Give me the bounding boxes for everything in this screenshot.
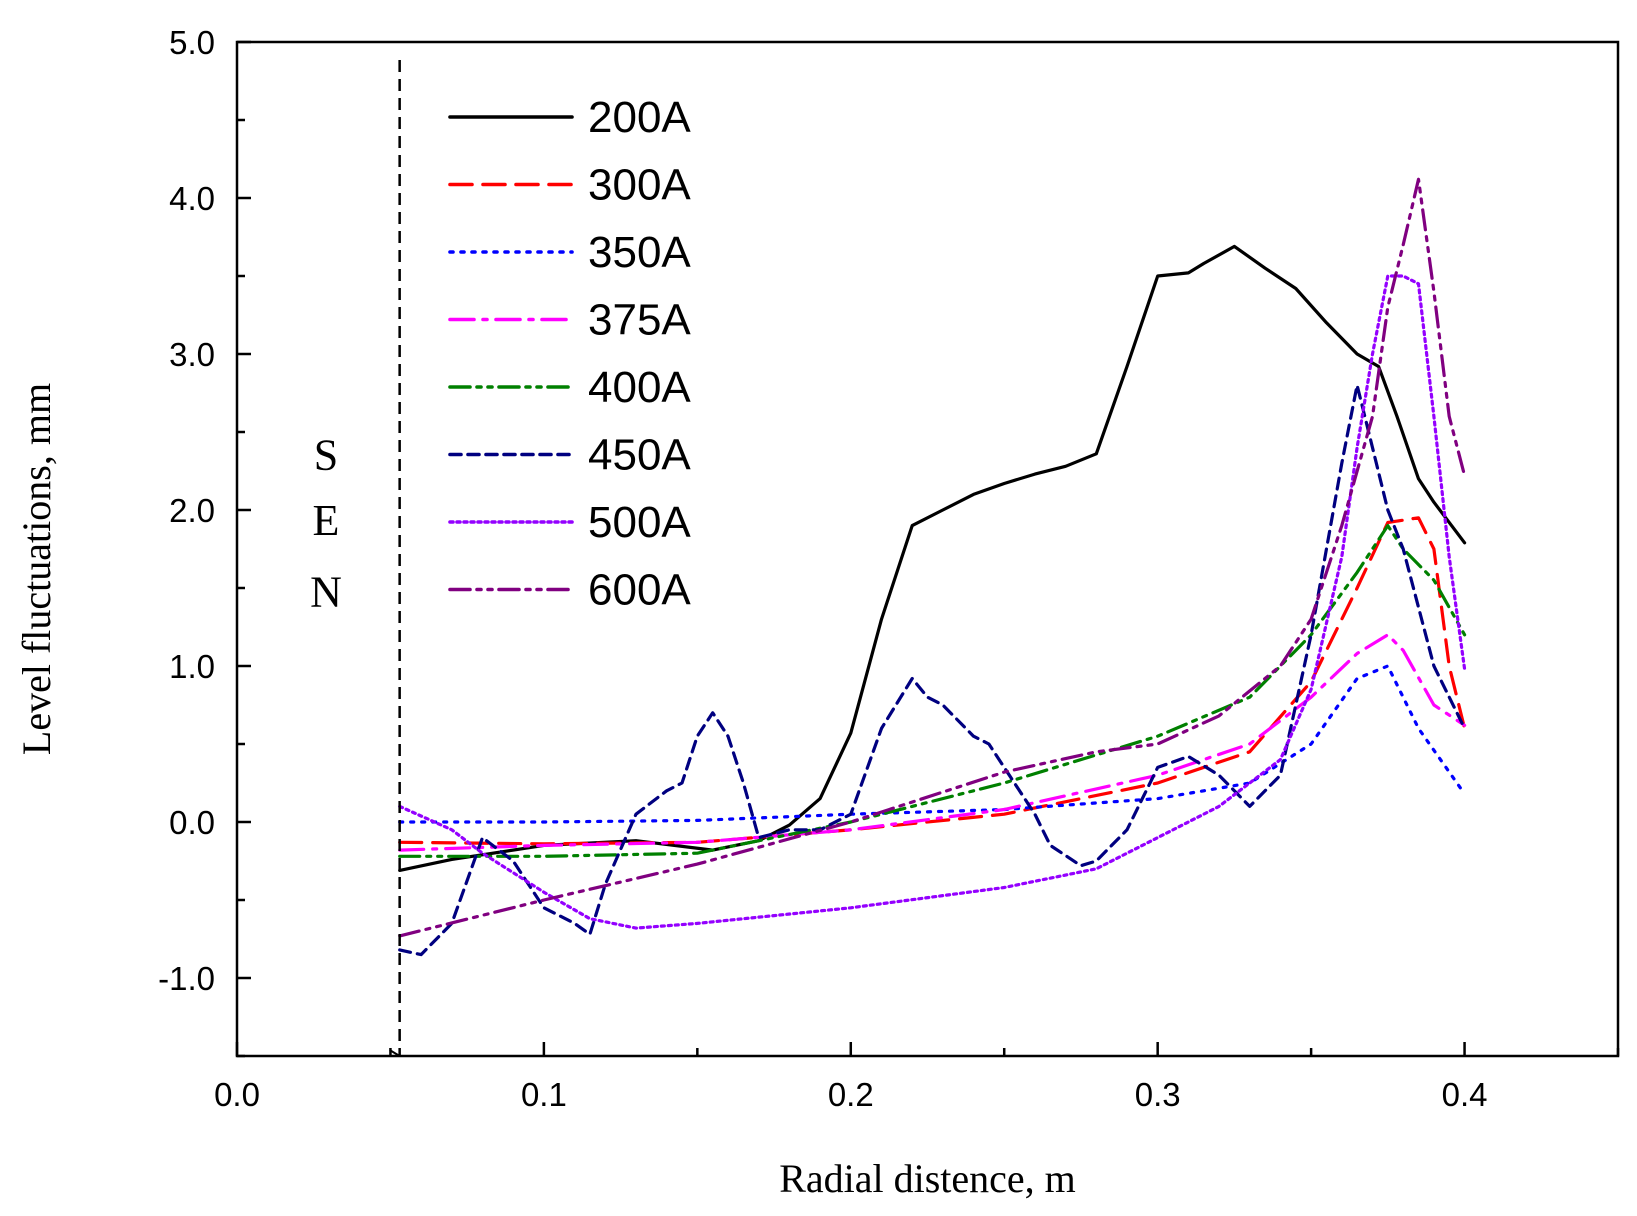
legend-label-400A: 400A (588, 363, 691, 412)
y-tick-label: 3.0 (169, 336, 215, 373)
legend-label-300A: 300A (588, 161, 691, 210)
y-axis-title: Level fluctuations, mm (14, 383, 59, 755)
x-tick-label: 0.4 (1442, 1076, 1488, 1113)
sen-annotation: SEN (310, 60, 401, 1057)
series-line-375A (398, 633, 1467, 852)
y-tick-label: -1.0 (158, 960, 215, 997)
series-line-450A (398, 383, 1467, 957)
y-tick-label: 2.0 (169, 492, 215, 529)
legend-label-500A: 500A (588, 498, 691, 547)
x-axis-title: Radial distence, m (779, 1156, 1076, 1201)
legend-label-600A: 600A (588, 566, 691, 615)
series-layer (398, 177, 1467, 957)
plot-frame (235, 40, 1620, 1058)
y-tick-label: 5.0 (169, 24, 215, 61)
x-tick-label: 0.3 (1135, 1076, 1181, 1113)
y-tick-label: 0.0 (169, 804, 215, 841)
legend: 200A 300A 350A 375A 400A 450A 500A 600A (448, 93, 691, 615)
series-line-500A (398, 274, 1467, 930)
legend-label-350A: 350A (588, 228, 691, 277)
sen-letter: S (314, 430, 338, 479)
series-line-350A (398, 664, 1467, 824)
x-tick-label: 0.0 (214, 1076, 260, 1113)
x-tick-label: 0.1 (521, 1076, 567, 1113)
axis-layer: 0.0 0.1 0.2 0.3 0.4 -1.0 0.0 1.0 2.0 3.0 4.0 5.0 (158, 24, 1620, 1113)
y-tick-label: 4.0 (169, 180, 215, 217)
series-line-300A (398, 516, 1467, 846)
x-tick-label: 0.2 (828, 1076, 874, 1113)
y-tick-label: 1.0 (169, 648, 215, 685)
series-line-400A (398, 523, 1467, 858)
legend-label-450A: 450A (588, 431, 691, 480)
legend-label-375A: 375A (588, 296, 691, 345)
series-line-600A (398, 177, 1467, 938)
legend-label-200A: 200A (588, 93, 691, 142)
sen-letter: E (313, 496, 340, 545)
sen-letter: N (310, 568, 342, 617)
